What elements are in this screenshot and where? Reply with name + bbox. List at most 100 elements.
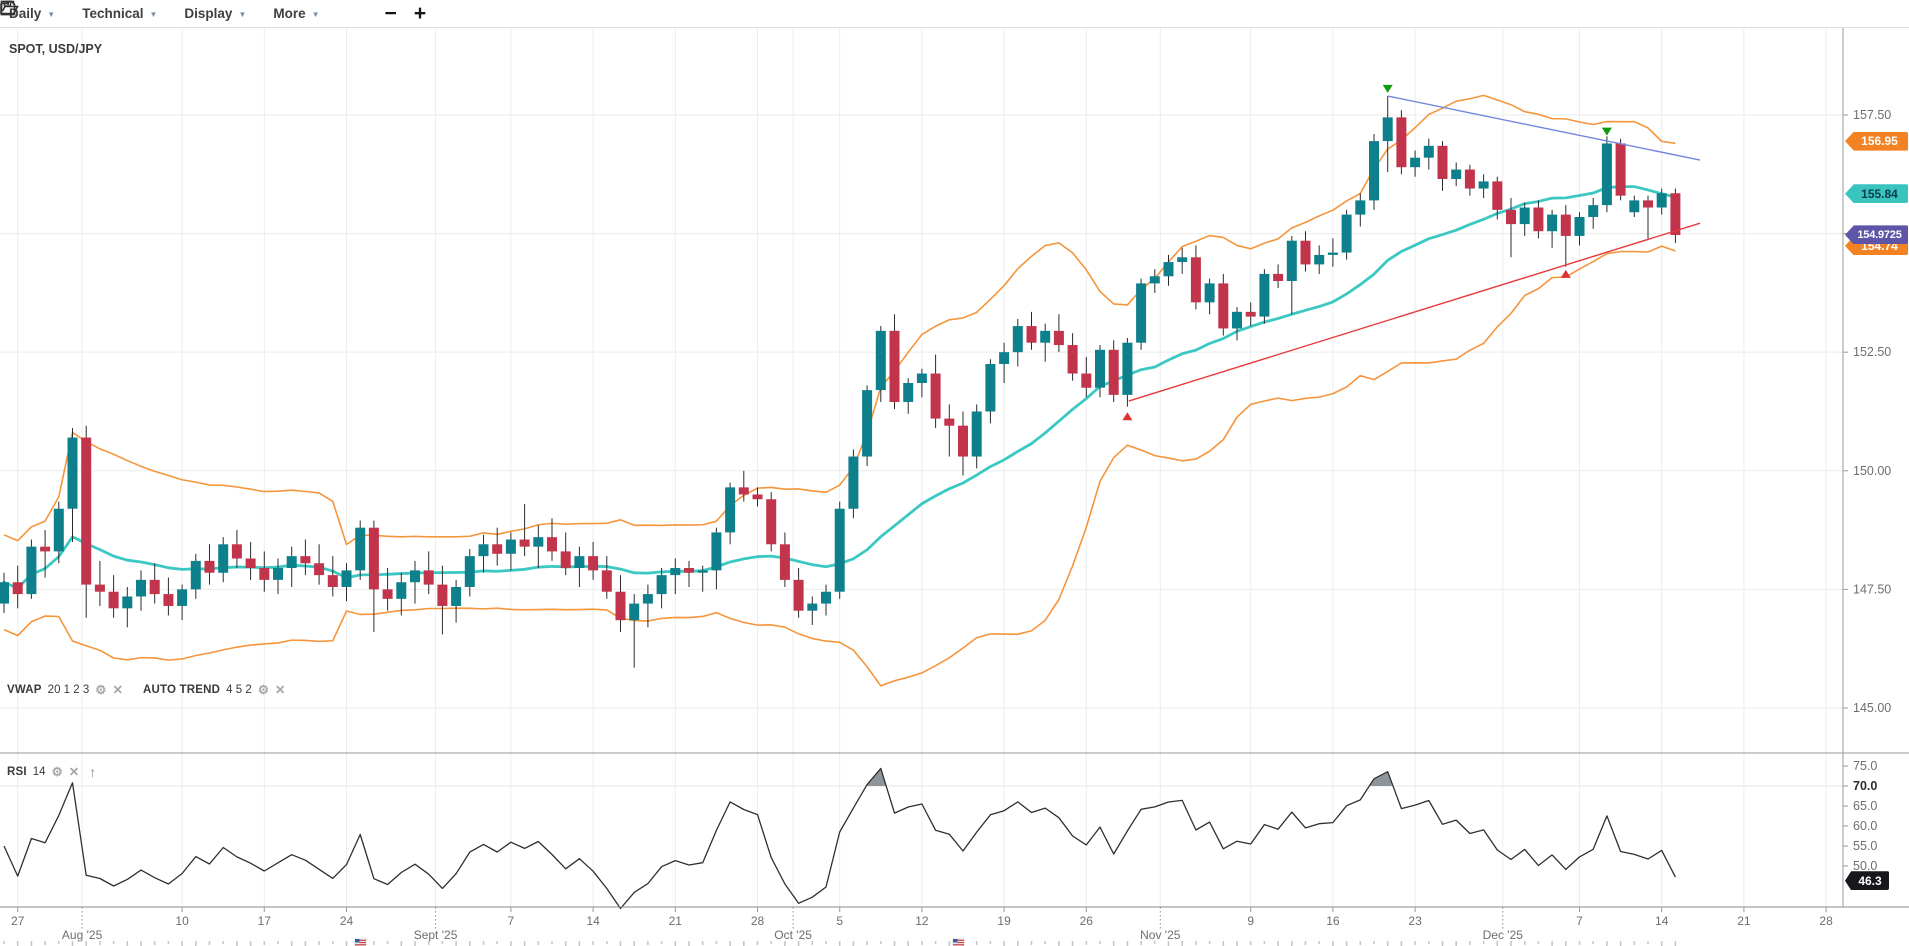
candle <box>1245 311 1256 317</box>
candle <box>684 568 694 573</box>
candle <box>916 373 927 384</box>
symbol-label: SPOT, USD/JPY <box>9 42 103 56</box>
gear-icon[interactable]: ⚙ <box>51 764 63 779</box>
candle <box>930 373 941 419</box>
candle <box>1108 349 1119 395</box>
move-pane-up-icon[interactable]: ↑ <box>89 764 97 780</box>
close-icon[interactable]: ✕ <box>112 683 123 697</box>
rsi-tick-label: 70.0 <box>1853 779 1877 793</box>
candle <box>1396 117 1407 168</box>
date-tick-label: 14 <box>1655 914 1669 928</box>
trendline-descending-resistance <box>1387 95 1701 161</box>
candle <box>190 560 201 590</box>
candle <box>1012 326 1023 353</box>
candle <box>1670 193 1681 236</box>
candle <box>1053 330 1064 346</box>
candle <box>1204 283 1215 303</box>
candle <box>574 556 585 569</box>
candle <box>355 527 366 571</box>
candle <box>779 544 790 580</box>
rsi-overbought-fill <box>1369 771 1393 786</box>
candle <box>505 539 516 554</box>
candle <box>1327 252 1338 255</box>
rsi-label: RSI <box>7 766 27 778</box>
candle <box>985 364 996 412</box>
candle <box>1081 373 1092 388</box>
candle <box>177 589 188 606</box>
candle <box>1040 330 1051 343</box>
rsi-line <box>3 767 1676 910</box>
candle <box>382 589 393 599</box>
menu-technical[interactable]: Technical ▼ <box>82 6 157 21</box>
candle <box>1533 207 1544 232</box>
auto-trend-label: AUTO TREND <box>142 684 221 697</box>
candle <box>1218 283 1229 329</box>
candle <box>1410 157 1421 168</box>
candle <box>1259 273 1270 317</box>
candle <box>1341 214 1352 253</box>
close-icon[interactable]: ✕ <box>274 683 286 697</box>
candle <box>451 586 462 606</box>
date-tick-label: 23 <box>1408 914 1422 928</box>
candle <box>766 499 777 545</box>
date-tick-label: 26 <box>1080 914 1094 928</box>
rsi-tick-label: 75.0 <box>1853 759 1877 773</box>
candle <box>1519 207 1530 225</box>
gridlines <box>0 27 1843 907</box>
menu-daily[interactable]: Daily ▼ <box>9 6 55 21</box>
zoom-in-icon[interactable]: + <box>413 2 427 25</box>
indicator-legend-main: VWAP 20 1 2 3 ⚙ ✕ AUTO TREND 4 5 2 ⚙ ✕ <box>7 684 285 697</box>
price-tick-label: 150.00 <box>1853 464 1891 478</box>
candle <box>601 570 612 592</box>
candle <box>273 568 283 580</box>
menu-more-label: More <box>273 6 306 21</box>
date-tick-label: 21 <box>669 914 683 928</box>
candle <box>1588 205 1599 217</box>
candle <box>300 556 311 564</box>
candle <box>12 582 23 595</box>
candle <box>1369 141 1379 201</box>
candle <box>1451 169 1462 180</box>
chevron-down-icon: ▼ <box>311 10 320 19</box>
candle <box>1423 145 1434 158</box>
candle <box>327 575 338 587</box>
zoom-out-icon[interactable]: − <box>384 2 397 25</box>
candle <box>259 568 270 580</box>
month-tick-label: Aug '25 <box>62 928 103 942</box>
month-tick-label: Sept '25 <box>414 928 458 942</box>
candle <box>410 570 420 583</box>
candle <box>1492 181 1503 210</box>
candle <box>81 437 92 585</box>
candle <box>149 579 160 595</box>
series-layer <box>0 84 1701 910</box>
menu-display[interactable]: Display ▼ <box>184 6 246 21</box>
candle <box>163 594 174 606</box>
price-badge-bollinger-upper: 156.95 <box>1845 131 1908 151</box>
candle <box>26 546 37 595</box>
price-tick-label: 145.00 <box>1853 701 1891 715</box>
gear-icon[interactable]: ⚙ <box>257 683 269 697</box>
gear-icon[interactable]: ⚙ <box>95 683 107 697</box>
candle <box>1190 257 1201 303</box>
candle <box>67 437 78 509</box>
candle <box>999 352 1010 365</box>
candle <box>314 563 325 576</box>
candle <box>1437 145 1448 180</box>
candles-layer <box>0 96 1681 668</box>
sell-marker-icon <box>1601 127 1612 136</box>
menu-display-label: Display <box>184 6 233 21</box>
candle <box>547 537 557 552</box>
candle <box>478 544 489 557</box>
candle <box>793 579 804 611</box>
candle <box>1163 262 1174 277</box>
candle <box>752 494 763 500</box>
candle <box>958 425 968 457</box>
candle <box>1574 216 1585 236</box>
close-icon[interactable]: ✕ <box>68 764 80 779</box>
month-tick-label: Oct '25 <box>774 928 812 942</box>
rsi-tick-label: 65.0 <box>1853 799 1877 813</box>
date-tick-label: 28 <box>751 914 765 928</box>
candle <box>738 487 749 495</box>
menu-more[interactable]: More ▼ <box>273 6 319 21</box>
